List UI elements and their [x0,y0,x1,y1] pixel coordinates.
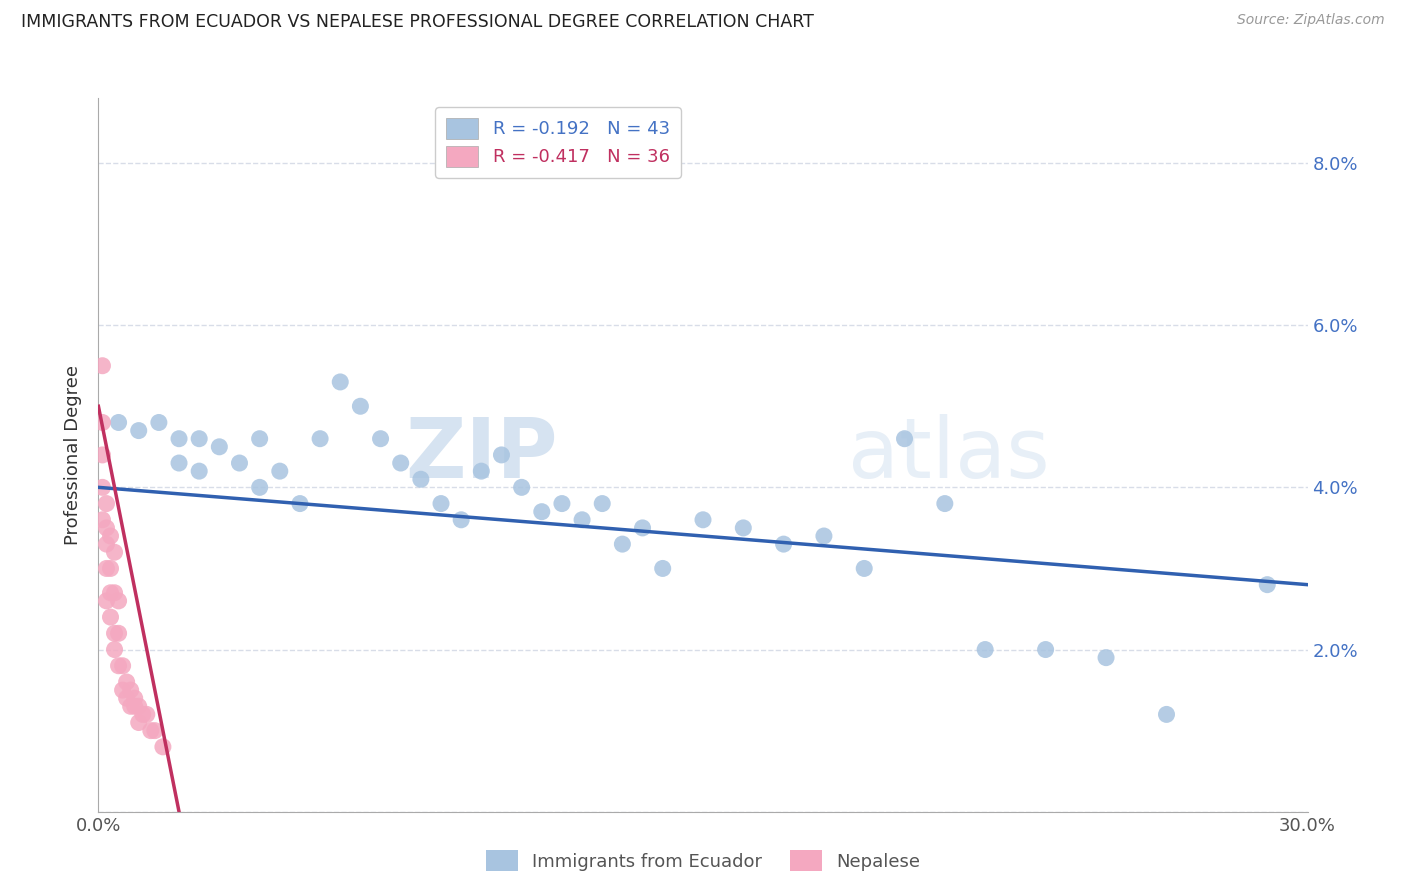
Point [152,739,174,754]
Point [115,675,138,690]
Point [96,497,118,511]
Point [128,699,150,714]
Text: atlas: atlas [848,415,1050,495]
Point [772,537,794,551]
Point [934,497,956,511]
Y-axis label: Professional Degree: Professional Degree [65,365,83,545]
Point [107,658,129,673]
Point [103,626,125,640]
Point [288,497,311,511]
Point [733,521,755,535]
Point [1156,707,1178,722]
Point [430,497,453,511]
Point [571,513,593,527]
Point [491,448,513,462]
Point [91,513,114,527]
Point [124,691,146,706]
Point [143,723,166,738]
Point [389,456,412,470]
Point [120,683,142,698]
Point [120,699,142,714]
Point [530,505,553,519]
Point [249,432,271,446]
Point [651,561,673,575]
Point [107,416,129,430]
Point [96,561,118,575]
Point [167,432,190,446]
Point [470,464,492,478]
Point [329,375,352,389]
Point [612,537,634,551]
Point [551,497,574,511]
Point [167,456,190,470]
Text: ZIP: ZIP [405,415,558,495]
Point [111,683,134,698]
Legend: Immigrants from Ecuador, Nepalese: Immigrants from Ecuador, Nepalese [478,843,928,879]
Point [139,723,162,738]
Point [128,715,150,730]
Point [591,497,613,511]
Point [1095,650,1118,665]
Point [269,464,291,478]
Point [228,456,250,470]
Point [100,529,122,543]
Point [107,626,129,640]
Point [409,472,432,486]
Point [128,424,150,438]
Point [893,432,915,446]
Point [188,464,211,478]
Point [853,561,876,575]
Point [103,545,125,559]
Point [111,658,134,673]
Point [91,416,114,430]
Point [100,586,122,600]
Legend: R = -0.192   N = 43, R = -0.417   N = 36: R = -0.192 N = 43, R = -0.417 N = 36 [434,107,681,178]
Point [1035,642,1057,657]
Point [96,594,118,608]
Point [100,561,122,575]
Point [309,432,332,446]
Point [100,610,122,624]
Point [692,513,714,527]
Point [1256,577,1278,591]
Point [208,440,231,454]
Point [813,529,835,543]
Text: IMMIGRANTS FROM ECUADOR VS NEPALESE PROFESSIONAL DEGREE CORRELATION CHART: IMMIGRANTS FROM ECUADOR VS NEPALESE PROF… [21,13,814,31]
Point [96,537,118,551]
Point [249,480,271,494]
Point [135,707,157,722]
Point [450,513,472,527]
Point [115,691,138,706]
Point [631,521,654,535]
Point [974,642,997,657]
Point [103,586,125,600]
Point [132,707,155,722]
Point [370,432,392,446]
Point [91,359,114,373]
Point [91,480,114,494]
Point [107,594,129,608]
Point [96,521,118,535]
Point [148,416,170,430]
Point [91,448,114,462]
Point [103,642,125,657]
Point [349,399,371,413]
Point [124,699,146,714]
Point [510,480,533,494]
Text: Source: ZipAtlas.com: Source: ZipAtlas.com [1237,13,1385,28]
Point [188,432,211,446]
